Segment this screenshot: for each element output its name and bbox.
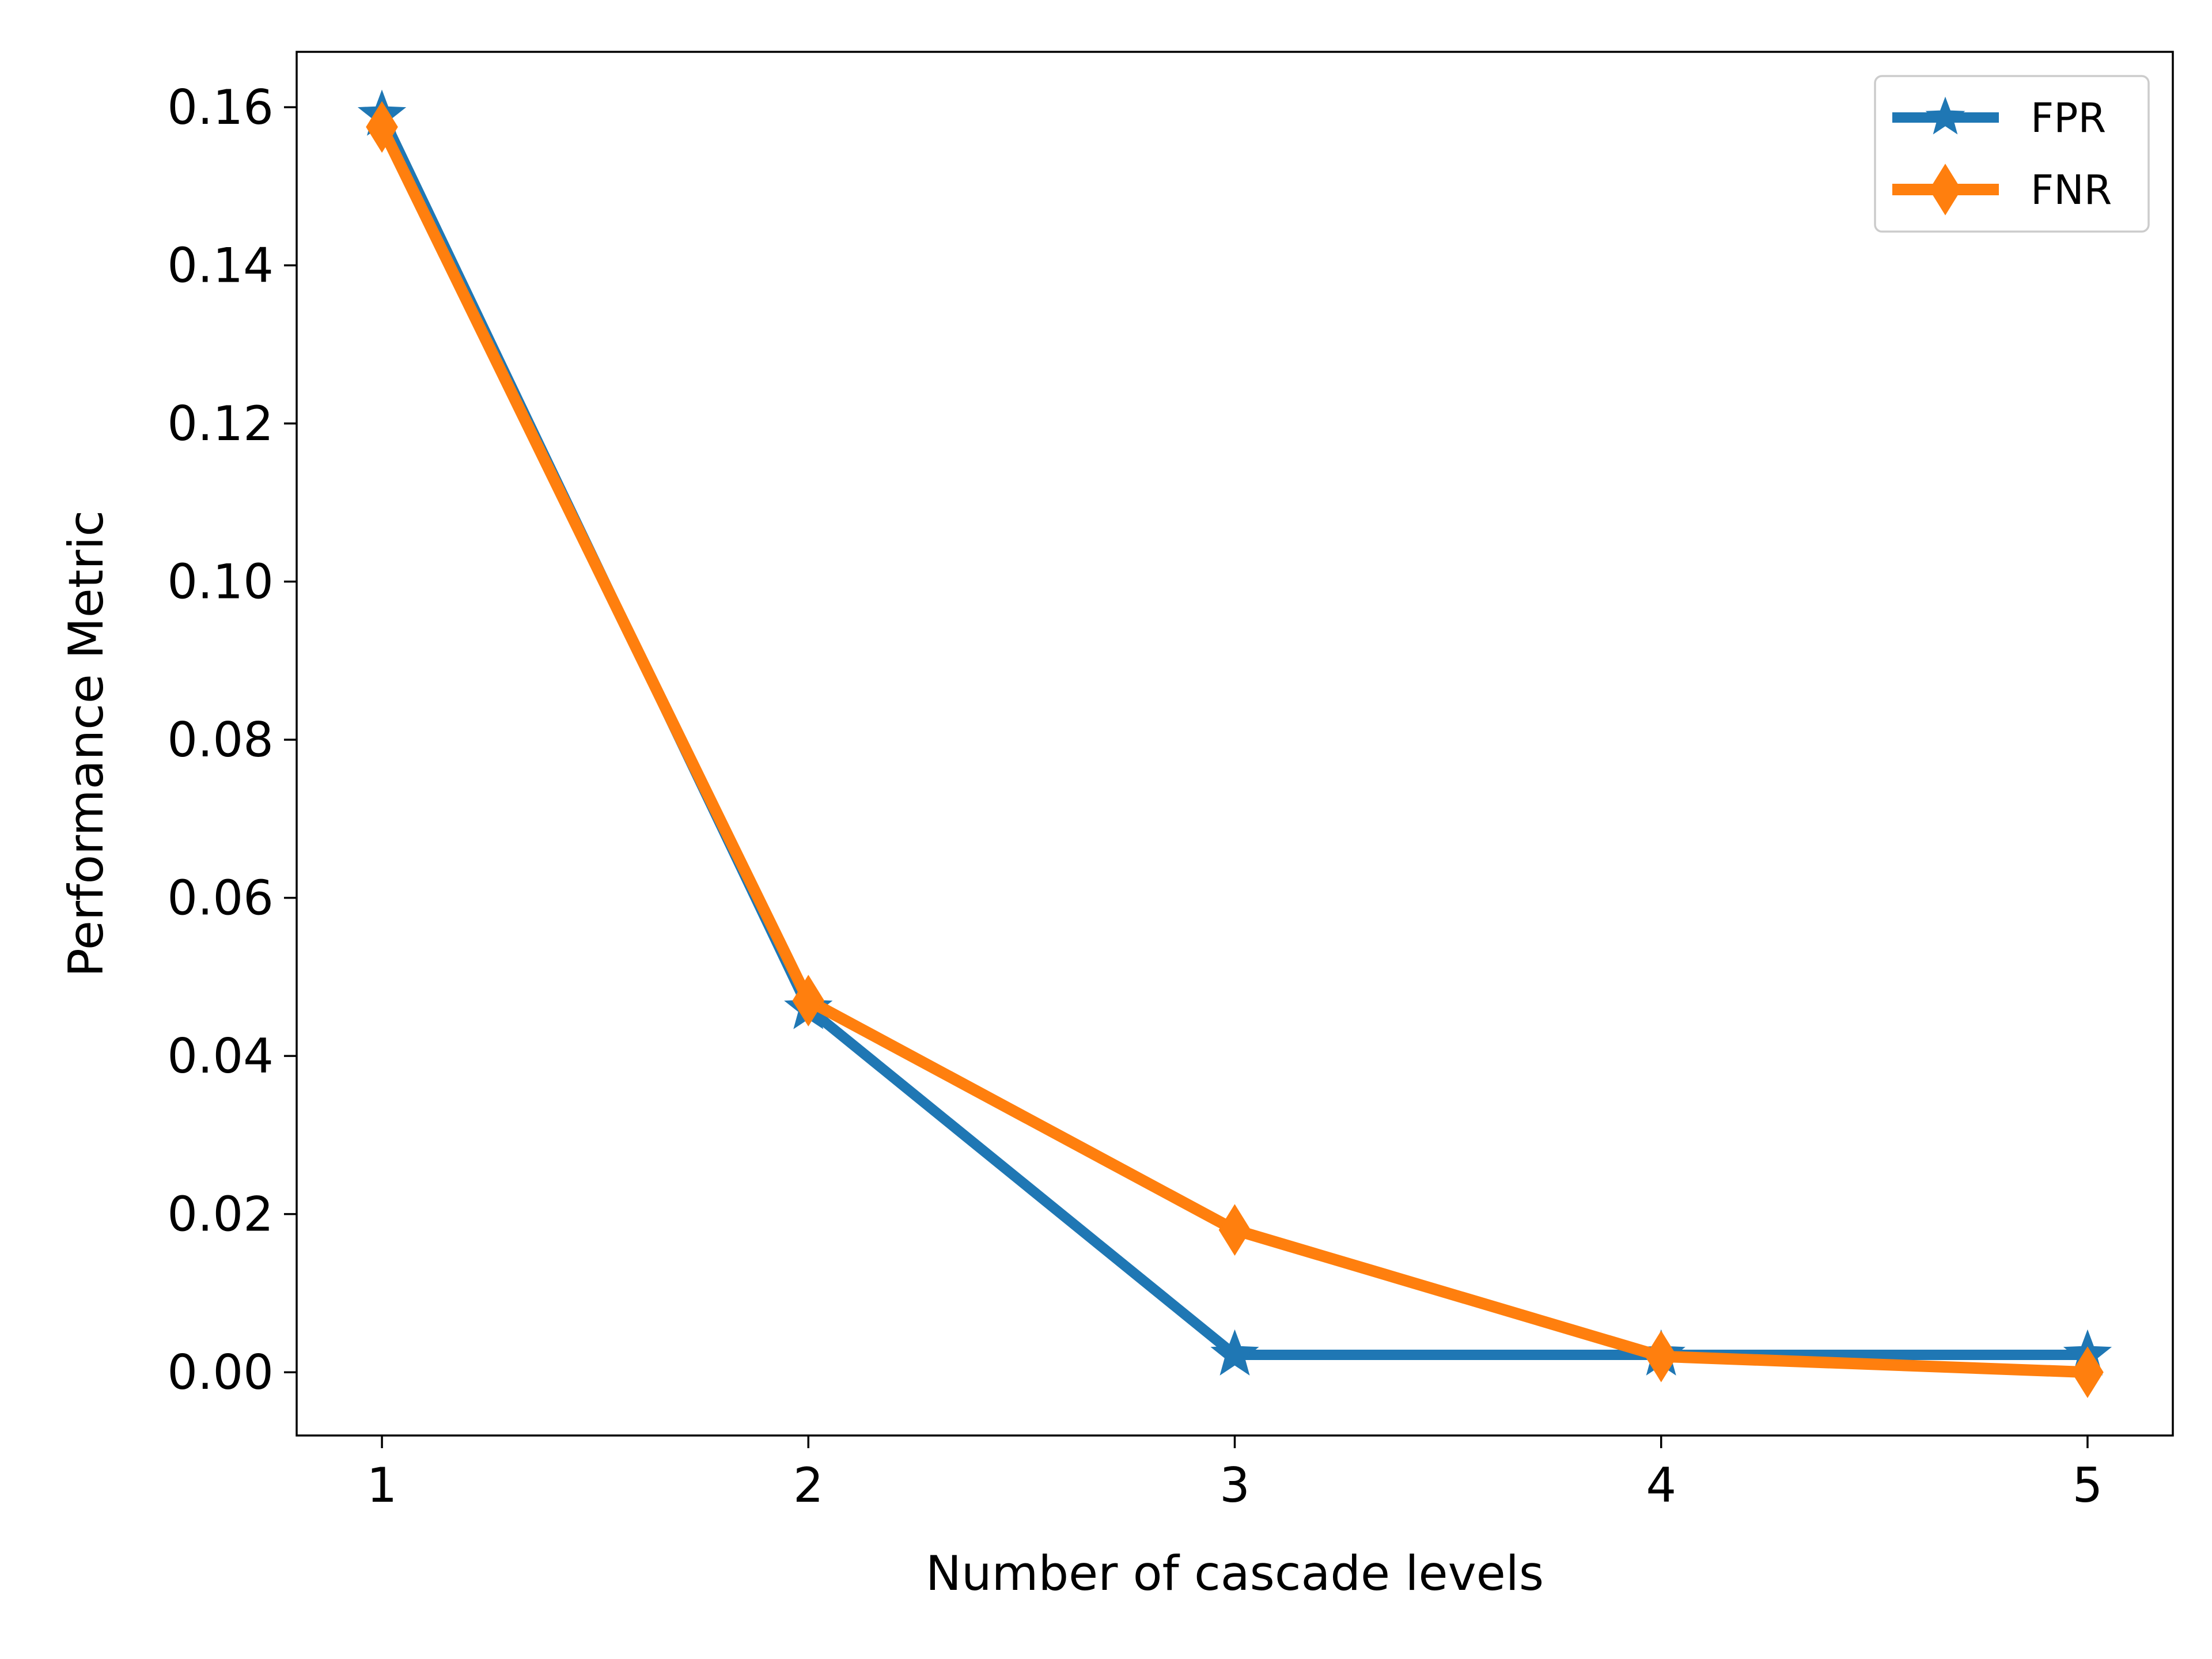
y-tick-label: 0.14 (167, 238, 274, 294)
x-axis-label: Number of cascade levels (926, 1546, 1544, 1601)
data-point (2071, 1346, 2104, 1399)
x-tick-label: 3 (1219, 1457, 1250, 1513)
x-tick-label: 5 (2073, 1457, 2103, 1513)
legend-label: FPR (2031, 94, 2106, 142)
data-point (1218, 1204, 1251, 1256)
legend-label: FNR (2031, 166, 2112, 214)
series-layer (357, 89, 2112, 1399)
data-point (792, 975, 825, 1027)
x-axis: 1 2 3 4 5 (367, 1435, 2103, 1513)
y-tick-label: 0.06 (167, 870, 274, 926)
y-tick-label: 0.12 (167, 396, 274, 452)
y-tick-label: 0.04 (167, 1028, 274, 1084)
y-tick-label: 0.10 (167, 554, 274, 610)
data-point (366, 101, 398, 153)
data-point (1645, 1330, 1677, 1382)
y-tick-label: 0.16 (167, 79, 274, 135)
data-point (1210, 1329, 1259, 1376)
series-fnr (366, 101, 2104, 1399)
x-tick-label: 1 (367, 1457, 397, 1513)
legend-marker (1929, 164, 1961, 215)
legend-marker (1925, 96, 1965, 135)
x-tick-label: 2 (793, 1457, 824, 1513)
x-tick-label: 4 (1646, 1457, 1676, 1513)
legend: FPR FNR (1874, 75, 2150, 233)
y-tick-label: 0.08 (167, 712, 274, 768)
legend-item-fnr: FNR (1892, 164, 2112, 215)
y-tick-label: 0.00 (167, 1344, 274, 1400)
y-axis-label: Performance Metric (58, 510, 114, 977)
legend-item-fpr: FPR (1892, 94, 2106, 142)
y-tick-label: 0.02 (167, 1187, 274, 1243)
y-axis: 0.00 0.02 0.04 0.06 0.08 0.10 0.12 0.14 0.16 (167, 79, 297, 1400)
